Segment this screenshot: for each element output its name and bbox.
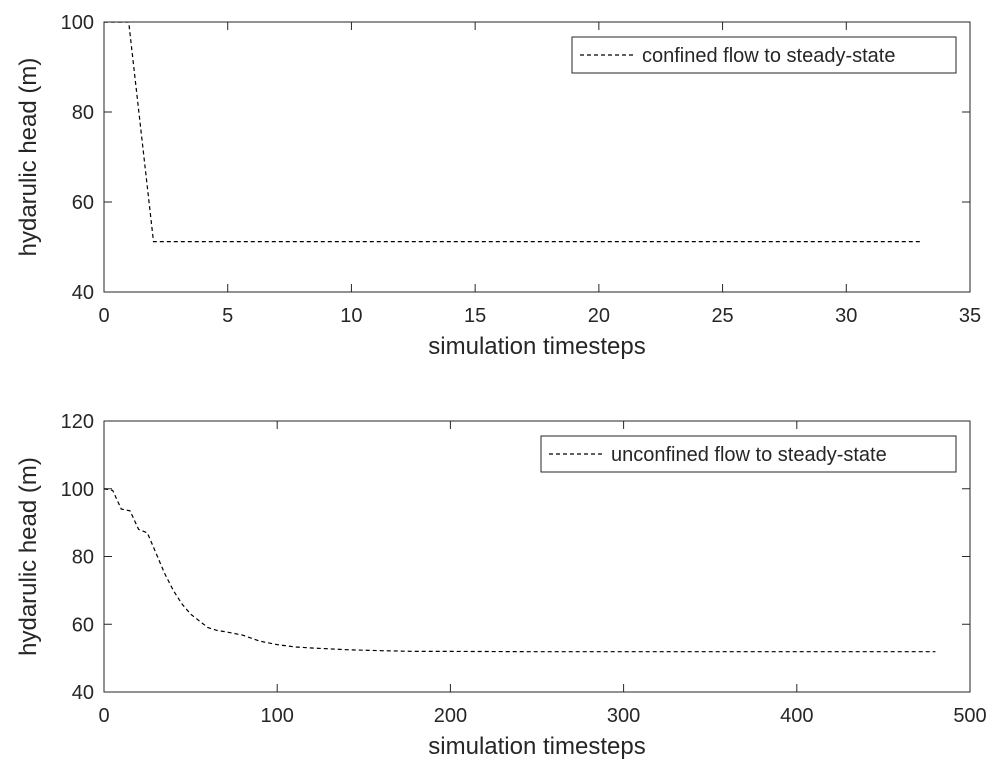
y-tick-label: 80 <box>72 102 94 124</box>
x-tick-label: 20 <box>588 305 610 327</box>
y-tick-label: 60 <box>72 192 94 214</box>
x-tick-label: 0 <box>98 705 109 727</box>
x-tick-label: 25 <box>711 305 733 327</box>
y-tick-label: 100 <box>61 479 94 501</box>
y-tick-label: 80 <box>72 547 94 569</box>
series-line-1 <box>104 22 921 243</box>
y-tick-label: 40 <box>72 682 94 704</box>
chart-1: 0 5 10 15 20 25 30 35 40 60 80 100 simulation timest… <box>15 12 981 360</box>
y-tick-label: 60 <box>72 614 94 636</box>
x-tick-label: 400 <box>780 705 813 727</box>
x-tick-label: 15 <box>464 305 486 327</box>
chart-2: 0 100 200 300 400 500 40 60 80 100 120 simulation t… <box>15 411 987 760</box>
x-tick-label: 300 <box>607 705 640 727</box>
y-tick-label: 120 <box>61 411 94 433</box>
x-tick-label: 100 <box>261 705 294 727</box>
x-tick-label: 5 <box>222 305 233 327</box>
legend-box <box>571 36 957 74</box>
legend: unconfined flow to steady-state <box>540 435 957 473</box>
x-tick-label: 35 <box>959 305 981 327</box>
series-line-1 <box>104 488 936 653</box>
x-axis-label: simulation timesteps <box>428 733 645 760</box>
x-tick-label: 200 <box>434 705 467 727</box>
legend-entry: unconfined flow to steady-state <box>611 444 887 466</box>
y-tick-label: 100 <box>61 12 94 34</box>
x-tick-label: 500 <box>953 705 986 727</box>
x-tick-label: 10 <box>340 305 362 327</box>
x-tick-label: 0 <box>98 305 109 327</box>
y-axis-label: hydarulic head (m) <box>15 58 42 257</box>
x-tick-label: 30 <box>835 305 857 327</box>
legend-entry: confined flow to steady-state <box>642 45 895 67</box>
y-axis-label: hydarulic head (m) <box>15 457 42 656</box>
legend-box <box>540 435 957 473</box>
legend: confined flow to steady-state <box>571 36 957 74</box>
x-axis-label: simulation timesteps <box>428 333 645 360</box>
y-tick-label: 40 <box>72 282 94 304</box>
